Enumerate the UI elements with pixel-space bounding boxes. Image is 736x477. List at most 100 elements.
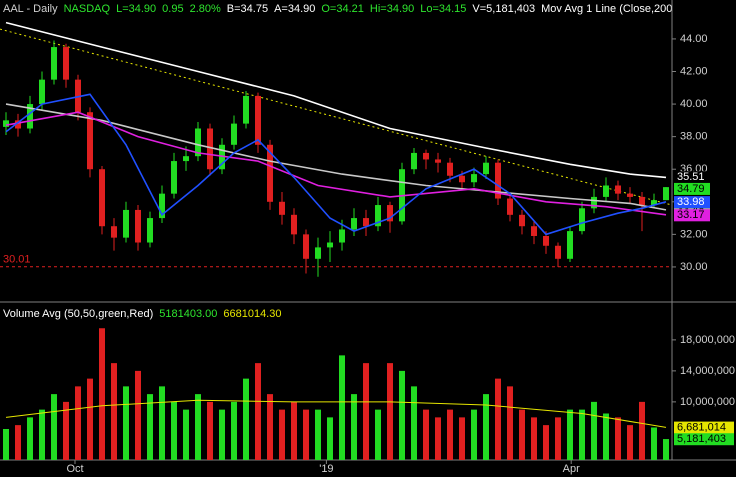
y-tick-label: 44.00 [680,33,708,45]
volume-bar [531,417,537,460]
volume-bar [159,386,165,460]
price-tag-label: 35.51 [677,171,705,183]
candle-body [627,193,633,197]
volume-bar [15,425,21,460]
volume-bar [195,394,201,460]
moving-average [5,21,667,179]
candle-body [255,95,261,145]
candle-body [219,144,225,170]
volume-bar [591,401,597,460]
candle-body [183,156,189,162]
candle-body [591,196,597,209]
candle-body [351,218,357,230]
volume-bar [279,409,285,460]
candle-body [159,193,165,219]
volume-bar [555,417,561,460]
volume-bar [507,386,513,460]
header-item: Volume Avg (50,50,green,Red) [3,308,153,320]
candle-body [291,214,297,235]
candle-body [507,198,513,215]
price-tag [674,171,710,184]
candle-body [519,214,525,227]
volume-bar [423,409,429,460]
moving-average [5,399,667,428]
volume-tick-label: 14,000,000 [680,365,735,377]
volume-bar [339,355,345,460]
header-item: 0.95 [162,3,183,15]
chart-header: AAL - Daily NASDAQ L=34.90 0.95 2.80% B=34.75… [3,3,672,15]
candle-body [87,112,93,170]
volume-bar [471,409,477,460]
volume-tag-label: 6,681,014 [677,422,726,434]
volume-bar [519,409,525,460]
x-tick-label: '19 [319,463,333,475]
header-item: A=34.90 [274,3,315,15]
candle-body [267,144,273,202]
header-item: Mov Avg 1 Line (Close,200 [541,3,672,15]
volume-bar [639,401,645,460]
candle-body [231,123,237,145]
header-item: B=34.75 [227,3,268,15]
volume-bar [663,439,669,460]
volume-bar [303,409,309,460]
candle-body [387,205,393,222]
header-item: NASDAQ [64,3,111,15]
volume-bar [603,413,609,460]
y-tick-label: 40.00 [680,98,708,110]
candle-body [375,205,381,227]
volume-bar [459,417,465,460]
price-tag [674,209,710,222]
volume-bar [267,394,273,460]
y-tick-label: 32.00 [680,228,708,240]
volume-bar [171,401,177,460]
candle-body [555,245,561,259]
moving-average [5,103,667,211]
volume-bar [99,328,105,460]
volume-bar [51,394,57,460]
candle-body [75,79,81,113]
candle-body [303,234,309,259]
moving-average [5,111,667,216]
header-item: Hi=34.90 [370,3,414,15]
candle-body [99,169,105,227]
volume-bar [111,363,117,460]
volume-bar [483,394,489,460]
candle-body [327,242,333,248]
candle-body [171,161,177,194]
y-tick-label: 30.00 [680,261,708,273]
volume-bar [375,409,381,460]
volume-bar [315,409,321,460]
candle-body [471,174,477,183]
candle-body [423,152,429,160]
volume-bar [615,417,621,460]
x-tick-label: Apr [563,463,580,475]
candle-body [39,79,45,105]
volume-bar [63,401,69,460]
candle-body [567,231,573,259]
candle-body [483,162,489,175]
candle-body [339,229,345,243]
candle-body [435,159,441,163]
volume-bar [651,427,657,460]
volume-header: Volume Avg (50,50,green,Red) 5181403.00 66… [3,308,281,320]
volume-tick-label: 18,000,000 [680,334,735,346]
header-item: Lo=34.15 [420,3,466,15]
volume-bar [147,394,153,460]
candle-body [15,120,21,129]
trendline [0,28,673,206]
volume-bar [387,363,393,460]
candle-body [3,120,9,127]
volume-tag-label: 5,181,403 [677,433,726,445]
candle-body [51,47,57,80]
candle-body [207,128,213,170]
volume-bar [219,409,225,460]
volume-bar [399,370,405,460]
volume-bar [579,409,585,460]
candle-body [27,104,33,129]
volume-bar [207,401,213,460]
price-tag-label: 34.79 [677,183,705,195]
y-tick-label: 42.00 [680,65,708,77]
candle-body [111,226,117,238]
candle-body [411,152,417,170]
